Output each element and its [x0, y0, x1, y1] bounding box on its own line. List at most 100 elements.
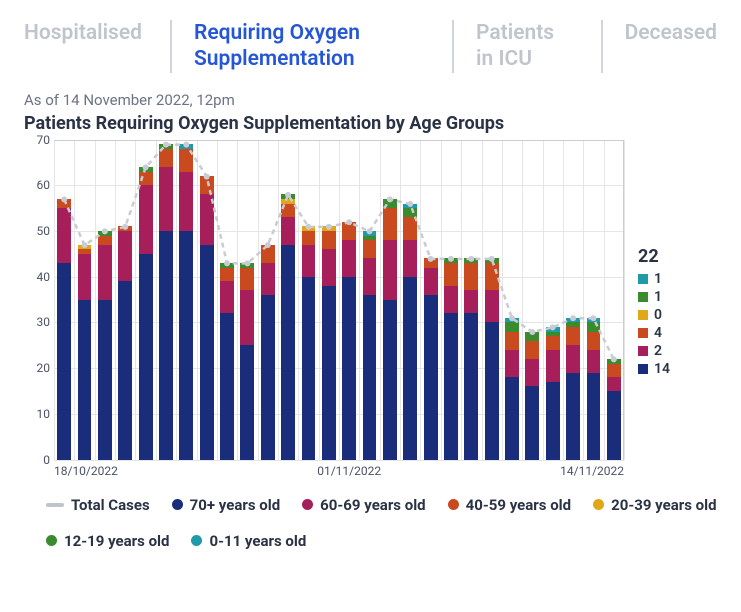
- bar[interactable]: [159, 144, 173, 459]
- bar-segment: [587, 350, 601, 373]
- legend-label: 40-59 years old: [466, 496, 571, 514]
- bar-segment: [546, 382, 560, 460]
- side-legend: 22 1104214: [638, 246, 670, 460]
- bar[interactable]: [342, 222, 356, 460]
- bar[interactable]: [139, 167, 153, 460]
- bar[interactable]: [383, 199, 397, 460]
- legend-swatch: [638, 346, 648, 356]
- legend-dot-icon: [191, 535, 202, 546]
- bar-segment: [424, 258, 438, 267]
- bar[interactable]: [240, 263, 254, 460]
- legend-label: 20-39 years old: [611, 496, 716, 514]
- bar-segment: [159, 149, 173, 167]
- legend-item: 0-11 years old: [191, 532, 306, 550]
- legend-swatch: [638, 274, 648, 284]
- bar-segment: [607, 377, 621, 391]
- side-legend-row: 2: [638, 343, 670, 359]
- bar-segment: [78, 300, 92, 460]
- bar[interactable]: [485, 258, 499, 459]
- bar[interactable]: [546, 327, 560, 460]
- bar-segment: [424, 268, 438, 295]
- bar-segment: [363, 240, 377, 258]
- bar-segment: [566, 345, 580, 372]
- bar[interactable]: [78, 245, 92, 460]
- bar-segment: [525, 341, 539, 359]
- bar[interactable]: [200, 176, 214, 459]
- legend-label: 0-11 years old: [209, 532, 306, 550]
- bar-segment: [342, 222, 356, 240]
- bar-segment: [505, 332, 519, 350]
- bar-segment: [444, 313, 458, 459]
- bar[interactable]: [261, 245, 275, 460]
- legend-dot-icon: [593, 499, 604, 510]
- bar[interactable]: [322, 226, 336, 459]
- bar[interactable]: [118, 226, 132, 459]
- legend-dot-icon: [448, 499, 459, 510]
- bar-segment: [139, 172, 153, 186]
- bar-segment: [566, 327, 580, 345]
- bar-segment: [322, 286, 336, 460]
- bar-segment: [485, 290, 499, 322]
- legend-label: 60-69 years old: [320, 496, 425, 514]
- legend-item: 40-59 years old: [448, 496, 571, 514]
- bar[interactable]: [98, 231, 112, 460]
- bar-segment: [363, 258, 377, 295]
- bar-segment: [464, 313, 478, 459]
- bar-segment: [464, 290, 478, 313]
- bar-segment: [200, 176, 214, 194]
- tab-oxygen[interactable]: Requiring Oxygen Supplementation: [170, 20, 424, 73]
- legend-value: 1: [654, 271, 662, 287]
- tab-hospitalised[interactable]: Hospitalised: [24, 20, 142, 73]
- bar-segment: [587, 373, 601, 460]
- bar-segment: [587, 322, 601, 331]
- bar-segment: [485, 263, 499, 290]
- bar-segment: [302, 277, 316, 460]
- bar[interactable]: [281, 194, 295, 459]
- y-tick: 0: [26, 453, 50, 467]
- bar-segment: [302, 245, 316, 277]
- tab-icu[interactable]: Patients in ICU: [452, 20, 573, 73]
- bar[interactable]: [220, 263, 234, 460]
- bar-segment: [179, 172, 193, 231]
- bar[interactable]: [444, 258, 458, 459]
- tabs-bar: Hospitalised Requiring Oxygen Supplement…: [24, 20, 717, 73]
- bar[interactable]: [566, 318, 580, 460]
- bar[interactable]: [302, 226, 316, 459]
- bar[interactable]: [363, 231, 377, 460]
- bar[interactable]: [464, 258, 478, 459]
- bar-segment: [587, 332, 601, 350]
- bar-segment: [505, 350, 519, 377]
- bar[interactable]: [607, 359, 621, 460]
- bar-segment: [261, 263, 275, 295]
- legend-item: 12-19 years old: [46, 532, 169, 550]
- bar-segment: [281, 217, 295, 244]
- bar[interactable]: [505, 318, 519, 460]
- chart-title: Patients Requiring Oxygen Supplementatio…: [24, 113, 717, 134]
- tab-deceased[interactable]: Deceased: [601, 20, 717, 73]
- y-tick: 20: [26, 361, 50, 375]
- bar[interactable]: [525, 332, 539, 460]
- side-legend-row: 1: [638, 271, 670, 287]
- legend-value: 4: [654, 325, 662, 341]
- bar[interactable]: [403, 204, 417, 460]
- legend-item: Total Cases: [46, 496, 150, 514]
- chart-area: 01020304050607018/10/202201/11/202214/11…: [54, 140, 624, 460]
- x-tick: 01/11/2022: [317, 464, 381, 478]
- bar[interactable]: [179, 144, 193, 459]
- legend-item: 20-39 years old: [593, 496, 716, 514]
- bar[interactable]: [587, 318, 601, 460]
- legend-label: 70+ years old: [190, 496, 281, 514]
- bar-segment: [78, 254, 92, 300]
- bar-segment: [159, 231, 173, 460]
- chart-wrap: 01020304050607018/10/202201/11/202214/11…: [24, 140, 717, 460]
- bar-segment: [403, 217, 417, 240]
- bar-segment: [220, 268, 234, 282]
- bar-segment: [179, 231, 193, 460]
- bar-segment: [403, 208, 417, 217]
- bar-segment: [505, 322, 519, 331]
- bar[interactable]: [424, 258, 438, 459]
- bar-segment: [179, 149, 193, 172]
- bar[interactable]: [57, 199, 71, 460]
- side-legend-row: 0: [638, 307, 670, 323]
- y-tick: 40: [26, 270, 50, 284]
